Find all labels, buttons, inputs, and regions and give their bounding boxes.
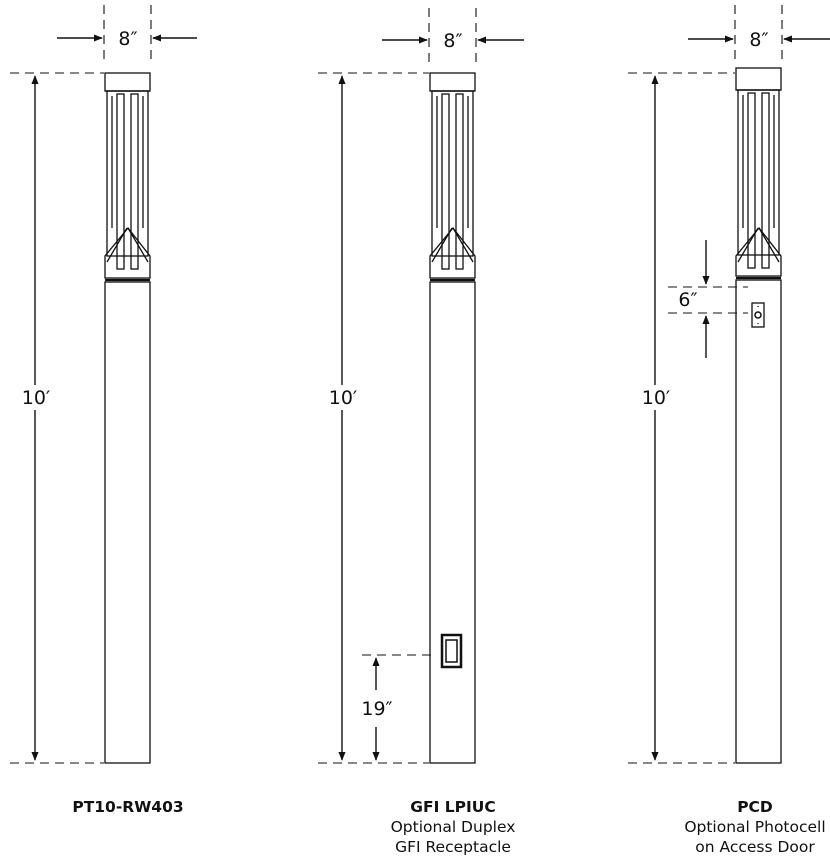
width-label-3: 8″ — [749, 29, 768, 51]
pole-pt10-rw403 — [104, 72, 151, 764]
model-name: PCD — [737, 798, 773, 816]
dimension-arrows — [31, 34, 830, 761]
extension-lines — [10, 5, 783, 764]
caption-pole-2: GFI LPIUC Optional Duplex GFI Receptacle — [373, 797, 533, 857]
photocell-icon — [751, 302, 765, 328]
description-line: on Access Door — [695, 838, 815, 856]
height-label-2: 10′ — [329, 387, 358, 409]
description-line: Optional Photocell — [684, 818, 826, 836]
model-name: PT10-RW403 — [72, 798, 184, 816]
model-name: GFI LPIUC — [410, 798, 496, 816]
description-line: GFI Receptacle — [395, 838, 511, 856]
gfi-offset-label: 19″ — [361, 698, 392, 720]
pole-gfi-lpiuc — [429, 72, 476, 764]
gfi-receptacle-icon — [440, 633, 463, 669]
width-label-2: 8″ — [443, 30, 462, 52]
height-label-3: 10′ — [642, 387, 671, 409]
pole-pcd — [735, 67, 782, 764]
width-label-1: 8″ — [118, 28, 137, 50]
height-label-1: 10′ — [22, 387, 51, 409]
caption-pole-1: PT10-RW403 — [48, 797, 208, 817]
caption-pole-3: PCD Optional Photocell on Access Door — [670, 797, 830, 857]
description-line: Optional Duplex — [390, 818, 516, 836]
pcd-offset-label: 6″ — [678, 289, 697, 311]
